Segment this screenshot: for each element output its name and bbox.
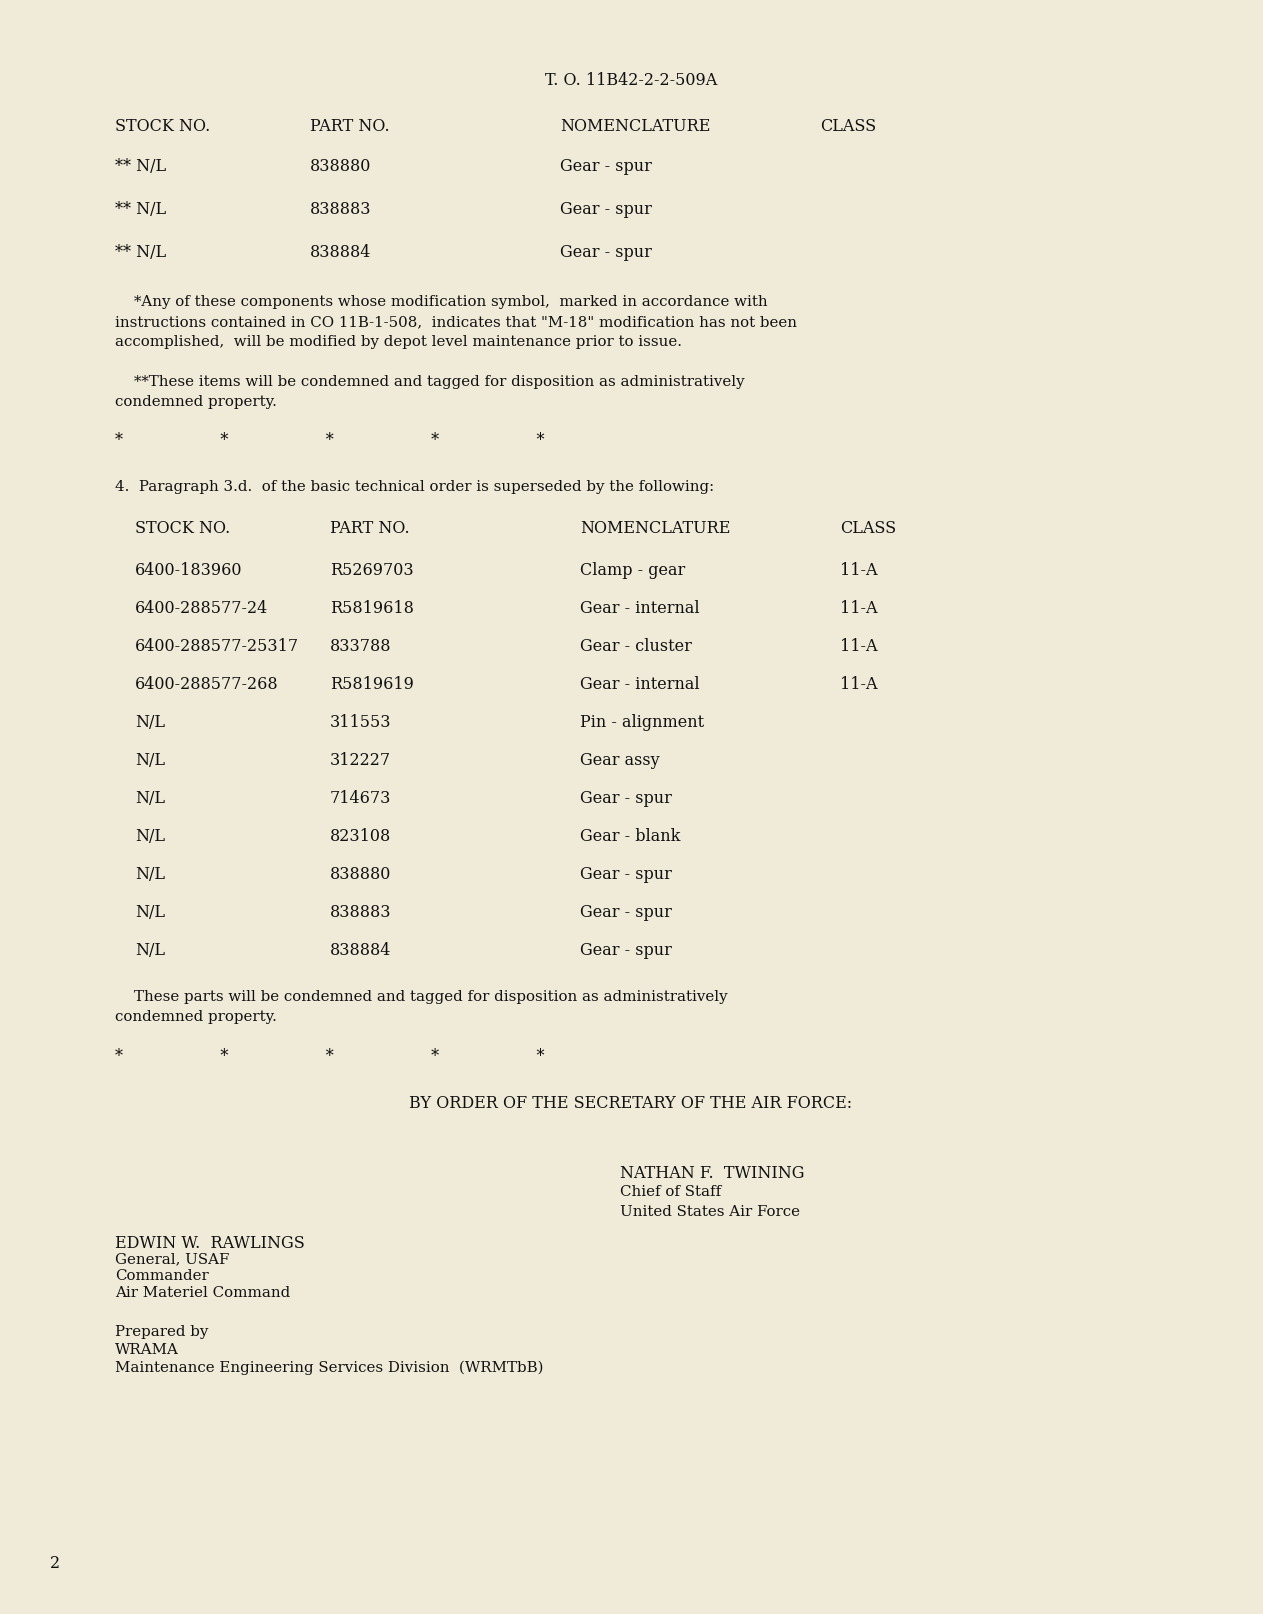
Text: N/L: N/L (135, 752, 165, 768)
Text: accomplished,  will be modified by depot level maintenance prior to issue.: accomplished, will be modified by depot … (115, 336, 682, 349)
Text: Clamp - gear: Clamp - gear (580, 562, 686, 579)
Text: 838880: 838880 (309, 158, 371, 174)
Text: Gear - spur: Gear - spur (560, 202, 652, 218)
Text: Gear - spur: Gear - spur (580, 904, 672, 922)
Text: R5819619: R5819619 (330, 676, 414, 692)
Text: 6400-183960: 6400-183960 (135, 562, 242, 579)
Text: 838880: 838880 (330, 867, 392, 883)
Text: N/L: N/L (135, 713, 165, 731)
Text: 312227: 312227 (330, 752, 392, 768)
Text: These parts will be condemned and tagged for disposition as administratively: These parts will be condemned and tagged… (115, 989, 727, 1004)
Text: Gear - internal: Gear - internal (580, 676, 700, 692)
Text: PART NO.: PART NO. (309, 118, 389, 136)
Text: Gear - blank: Gear - blank (580, 828, 681, 846)
Text: United States Air Force: United States Air Force (620, 1206, 799, 1219)
Text: 6400-288577-268: 6400-288577-268 (135, 676, 279, 692)
Text: 311553: 311553 (330, 713, 392, 731)
Text: STOCK NO.: STOCK NO. (115, 118, 210, 136)
Text: CLASS: CLASS (840, 520, 897, 537)
Text: CLASS: CLASS (820, 118, 877, 136)
Text: 4.  Paragraph 3.d.  of the basic technical order is superseded by the following:: 4. Paragraph 3.d. of the basic technical… (115, 479, 714, 494)
Text: PART NO.: PART NO. (330, 520, 409, 537)
Text: 714673: 714673 (330, 789, 392, 807)
Text: ** N/L: ** N/L (115, 244, 167, 261)
Text: T. O. 11B42-2-2-509A: T. O. 11B42-2-2-509A (544, 73, 717, 89)
Text: 11-A: 11-A (840, 676, 878, 692)
Text: 2: 2 (51, 1554, 61, 1572)
Text: BY ORDER OF THE SECRETARY OF THE AIR FORCE:: BY ORDER OF THE SECRETARY OF THE AIR FOR… (409, 1094, 853, 1112)
Text: NOMENCLATURE: NOMENCLATURE (580, 520, 730, 537)
Text: R5269703: R5269703 (330, 562, 413, 579)
Text: N/L: N/L (135, 943, 165, 959)
Text: General, USAF: General, USAF (115, 1252, 230, 1265)
Text: ** N/L: ** N/L (115, 158, 167, 174)
Text: N/L: N/L (135, 867, 165, 883)
Text: Gear - spur: Gear - spur (580, 789, 672, 807)
Text: NATHAN F.  TWINING: NATHAN F. TWINING (620, 1165, 805, 1181)
Text: *                   *                   *                   *                   : * * * * (115, 1047, 544, 1065)
Text: 838884: 838884 (330, 943, 392, 959)
Text: Gear - spur: Gear - spur (560, 158, 652, 174)
Text: condemned property.: condemned property. (115, 1010, 277, 1023)
Text: 6400-288577-24: 6400-288577-24 (135, 600, 268, 617)
Text: 833788: 833788 (330, 638, 392, 655)
Text: NOMENCLATURE: NOMENCLATURE (560, 118, 710, 136)
Text: instructions contained in CO 11B-1-508,  indicates that "M-18" modification has : instructions contained in CO 11B-1-508, … (115, 315, 797, 329)
Text: ** N/L: ** N/L (115, 202, 167, 218)
Text: EDWIN W.  RAWLINGS: EDWIN W. RAWLINGS (115, 1235, 304, 1252)
Text: 11-A: 11-A (840, 562, 878, 579)
Text: Gear - spur: Gear - spur (580, 867, 672, 883)
Text: 6400-288577-25317: 6400-288577-25317 (135, 638, 299, 655)
Text: R5819618: R5819618 (330, 600, 414, 617)
Text: 11-A: 11-A (840, 600, 878, 617)
Text: Pin - alignment: Pin - alignment (580, 713, 705, 731)
Text: *                   *                   *                   *                   : * * * * (115, 433, 544, 449)
Text: condemned property.: condemned property. (115, 395, 277, 408)
Text: 11-A: 11-A (840, 638, 878, 655)
Text: *Any of these components whose modification symbol,  marked in accordance with: *Any of these components whose modificat… (115, 295, 768, 308)
Text: WRAMA: WRAMA (115, 1343, 179, 1357)
Text: Gear - cluster: Gear - cluster (580, 638, 692, 655)
Text: Chief of Staff: Chief of Staff (620, 1185, 721, 1199)
Text: STOCK NO.: STOCK NO. (135, 520, 230, 537)
Text: 838884: 838884 (309, 244, 371, 261)
Text: N/L: N/L (135, 828, 165, 846)
Text: Air Materiel Command: Air Materiel Command (115, 1286, 290, 1299)
Text: 823108: 823108 (330, 828, 392, 846)
Text: N/L: N/L (135, 904, 165, 922)
Text: **These items will be condemned and tagged for disposition as administratively: **These items will be condemned and tagg… (115, 374, 745, 389)
Text: Maintenance Engineering Services Division  (WRMTbB): Maintenance Engineering Services Divisio… (115, 1361, 543, 1375)
Text: Gear - spur: Gear - spur (560, 244, 652, 261)
Text: N/L: N/L (135, 789, 165, 807)
Text: 838883: 838883 (309, 202, 371, 218)
Text: 838883: 838883 (330, 904, 392, 922)
Text: Gear - spur: Gear - spur (580, 943, 672, 959)
Text: Commander: Commander (115, 1269, 208, 1283)
Text: Gear - internal: Gear - internal (580, 600, 700, 617)
Text: Gear assy: Gear assy (580, 752, 659, 768)
Text: Prepared by: Prepared by (115, 1325, 208, 1340)
